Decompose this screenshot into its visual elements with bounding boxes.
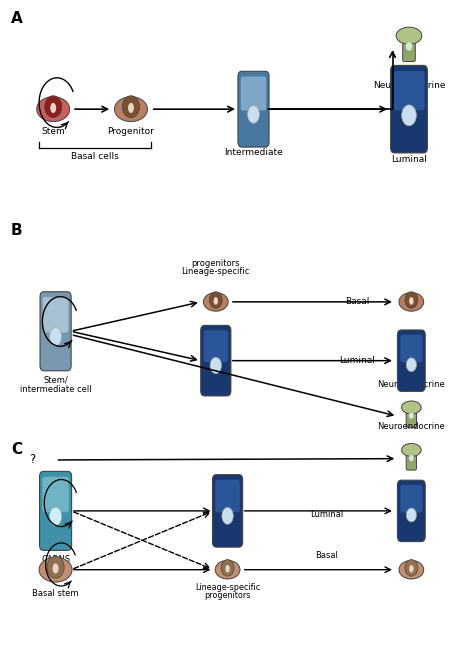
Text: progenitors: progenitors <box>191 259 240 268</box>
Text: progenitors: progenitors <box>204 591 251 600</box>
Ellipse shape <box>47 556 64 578</box>
Ellipse shape <box>50 327 62 346</box>
Ellipse shape <box>210 358 221 373</box>
Ellipse shape <box>396 27 422 44</box>
Ellipse shape <box>39 558 72 582</box>
Text: Stem/: Stem/ <box>43 376 68 384</box>
FancyBboxPatch shape <box>203 331 228 362</box>
Text: CARNS: CARNS <box>41 556 70 564</box>
Ellipse shape <box>401 401 421 414</box>
Ellipse shape <box>406 358 416 371</box>
FancyBboxPatch shape <box>201 325 231 396</box>
Ellipse shape <box>203 293 228 311</box>
Ellipse shape <box>401 443 421 457</box>
Ellipse shape <box>214 297 218 305</box>
FancyBboxPatch shape <box>238 72 269 147</box>
Ellipse shape <box>210 292 222 308</box>
Ellipse shape <box>49 507 62 525</box>
Text: Stem: Stem <box>41 127 65 136</box>
Text: Basal: Basal <box>315 551 338 560</box>
Text: intermediate cell: intermediate cell <box>20 385 91 394</box>
FancyBboxPatch shape <box>39 472 72 550</box>
Ellipse shape <box>53 564 59 573</box>
Text: Basal: Basal <box>345 297 369 306</box>
FancyBboxPatch shape <box>406 406 417 428</box>
FancyBboxPatch shape <box>42 477 69 512</box>
Ellipse shape <box>50 103 56 113</box>
Text: Lineage-specific: Lineage-specific <box>182 267 250 276</box>
Ellipse shape <box>45 96 62 117</box>
Ellipse shape <box>409 297 414 305</box>
Text: B: B <box>11 224 22 239</box>
Text: C: C <box>11 441 22 457</box>
Ellipse shape <box>399 293 424 311</box>
FancyBboxPatch shape <box>398 330 425 392</box>
Ellipse shape <box>399 560 424 579</box>
Text: Basal cells: Basal cells <box>71 152 119 161</box>
Text: Neuroendocrine: Neuroendocrine <box>377 380 445 389</box>
FancyBboxPatch shape <box>401 335 422 362</box>
FancyBboxPatch shape <box>393 71 425 110</box>
FancyBboxPatch shape <box>241 77 266 110</box>
Ellipse shape <box>405 42 412 51</box>
Text: Intermediate: Intermediate <box>224 148 283 157</box>
Ellipse shape <box>215 560 240 579</box>
Text: Luminal: Luminal <box>391 155 427 164</box>
Ellipse shape <box>221 560 234 576</box>
Text: Luminal: Luminal <box>339 356 375 365</box>
Ellipse shape <box>115 96 147 121</box>
Ellipse shape <box>128 103 134 113</box>
Ellipse shape <box>36 96 70 121</box>
FancyBboxPatch shape <box>40 292 71 371</box>
Ellipse shape <box>409 412 414 419</box>
FancyBboxPatch shape <box>398 480 425 542</box>
FancyBboxPatch shape <box>401 485 422 512</box>
Ellipse shape <box>405 292 418 308</box>
Ellipse shape <box>247 106 259 123</box>
Text: Neuroendocrine: Neuroendocrine <box>373 81 445 90</box>
Ellipse shape <box>409 565 414 573</box>
FancyBboxPatch shape <box>391 66 428 153</box>
Text: Luminal: Luminal <box>310 510 343 520</box>
Text: Basal stem: Basal stem <box>32 589 79 598</box>
Text: A: A <box>11 11 23 26</box>
FancyBboxPatch shape <box>43 297 68 333</box>
Ellipse shape <box>122 96 139 117</box>
FancyBboxPatch shape <box>212 475 243 547</box>
Text: Neuroendocrine: Neuroendocrine <box>377 422 445 431</box>
Ellipse shape <box>222 508 233 524</box>
FancyBboxPatch shape <box>406 449 417 470</box>
FancyBboxPatch shape <box>215 480 240 512</box>
Ellipse shape <box>225 565 230 573</box>
Ellipse shape <box>409 455 414 462</box>
Text: Progenitor: Progenitor <box>108 127 155 136</box>
FancyBboxPatch shape <box>403 35 415 62</box>
Text: ?: ? <box>29 453 35 466</box>
Ellipse shape <box>401 105 416 126</box>
Text: Lineage-specific: Lineage-specific <box>195 583 260 592</box>
Ellipse shape <box>406 508 416 522</box>
Ellipse shape <box>405 560 418 576</box>
